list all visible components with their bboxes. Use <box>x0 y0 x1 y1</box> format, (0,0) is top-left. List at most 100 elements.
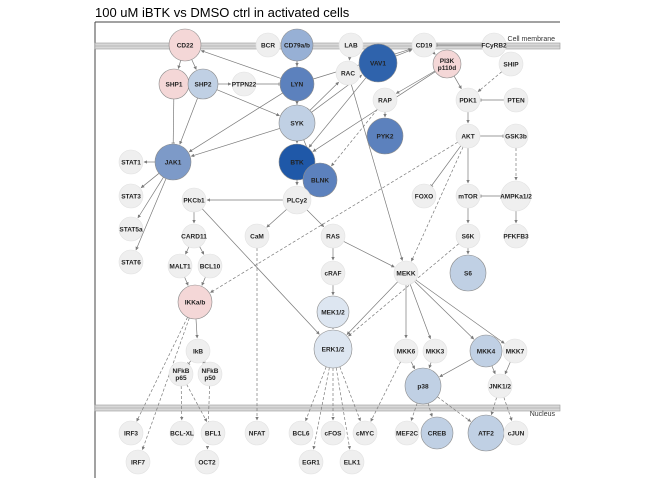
node-circle <box>181 223 207 249</box>
node-akt: AKT <box>455 123 481 149</box>
edge-pi3k-to-rap <box>395 70 436 94</box>
node-circle <box>154 143 192 181</box>
node-label: OCT2 <box>198 459 216 466</box>
node-pten: PTEN <box>503 87 529 113</box>
node-mekk: MEKK <box>393 260 419 286</box>
node-circle <box>455 183 481 209</box>
edge-mekk-to-erk12 <box>346 281 398 335</box>
node-label: MEK1/2 <box>321 309 345 316</box>
edge-ikkab-to-irf7 <box>141 317 190 451</box>
node-stat5a: STAT5a <box>118 216 144 242</box>
node-ikkab: IKKa/b <box>177 284 213 320</box>
edge-plcy2-to-cam <box>266 209 287 228</box>
node-label: S6 <box>464 270 472 277</box>
node-circle <box>503 123 529 149</box>
node-circle <box>487 373 513 399</box>
node-circle <box>118 420 144 446</box>
node-s6: S6 <box>449 254 487 292</box>
node-bcr: BCR <box>255 32 281 58</box>
edge-mekk-to-mkk4 <box>414 281 475 340</box>
node-label: SHIP <box>503 61 519 68</box>
node-ptpn22: PTPN22 <box>231 71 257 97</box>
node-label: RAP <box>378 97 392 104</box>
node-circle <box>181 187 207 213</box>
edge-card11-to-malt1 <box>185 246 190 255</box>
node-pfkfb3: PFKFB3 <box>503 223 529 249</box>
node-circle <box>500 180 532 212</box>
node-circle <box>278 104 316 142</box>
edge-bcl10-to-ikkab <box>201 276 206 286</box>
edge-cd19-to-pi3k <box>431 51 436 55</box>
edge-erk12-to-egr1 <box>312 367 330 450</box>
node-bcl10: BCL10 <box>197 253 223 279</box>
edge-pkcb1-to-erk12 <box>201 208 320 335</box>
node-rap: RAP <box>372 87 398 113</box>
node-circle <box>320 223 346 249</box>
node-label: JAK1 <box>165 159 182 166</box>
node-cjun: cJUN <box>503 420 529 446</box>
node-label: PFKFB3 <box>503 233 529 240</box>
node-ikb: IkB <box>185 338 211 364</box>
edge-ras-to-mekk <box>343 241 395 268</box>
node-irf7: IRF7 <box>125 449 151 475</box>
node-circle <box>118 149 144 175</box>
node-circle <box>358 43 398 83</box>
edge-mkk4-to-jnk12 <box>491 365 496 375</box>
edge-p38-to-mef2c <box>410 402 418 422</box>
node-label: LAB <box>344 42 358 49</box>
node-label: BTK <box>290 159 304 166</box>
node-circle <box>244 420 270 446</box>
node-label: IKKa/b <box>185 299 206 306</box>
node-mef2c: MEF2C <box>394 420 420 446</box>
node-malt1: MALT1 <box>167 253 193 279</box>
node-circle <box>503 420 529 446</box>
node-mtor: mTOR <box>455 183 481 209</box>
node-circle <box>432 49 462 79</box>
node-mkk3: MKK3 <box>422 338 448 364</box>
node-label: RAC <box>341 70 355 77</box>
node-circle <box>280 28 314 62</box>
node-mkk7: MKK7 <box>502 338 528 364</box>
node-circle <box>411 183 437 209</box>
node-label: NFkB p50 <box>202 368 219 382</box>
edge-mkk6-to-cmyc <box>370 361 401 422</box>
edge-jak1-to-stat3 <box>140 173 160 189</box>
node-circle <box>335 60 361 86</box>
node-circle <box>455 223 481 249</box>
node-label: MKK6 <box>397 348 416 355</box>
node-circle <box>194 449 220 475</box>
node-stat6: STAT6 <box>118 249 144 275</box>
node-label: PTEN <box>507 97 525 104</box>
edge-mkk6-to-p38 <box>410 361 416 370</box>
node-cfos: cFOS <box>320 420 346 446</box>
node-label: BLNK <box>311 177 329 184</box>
edge-mekk-to-mkk7 <box>415 279 505 344</box>
node-mek12: MEK1/2 <box>316 295 350 329</box>
edge-erk12-to-elk1 <box>335 367 352 450</box>
node-circle <box>404 367 442 405</box>
node-label: MEKK <box>396 270 415 277</box>
node-label: CARD11 <box>181 233 207 240</box>
node-circle <box>118 249 144 275</box>
node-circle <box>352 420 378 446</box>
node-oct2: OCT2 <box>194 449 220 475</box>
node-label: BCL10 <box>200 263 221 270</box>
node-s6k: S6K <box>455 223 481 249</box>
node-p38: p38 <box>404 367 442 405</box>
node-circle <box>118 216 144 242</box>
node-jnk12: JNK1/2 <box>487 373 513 399</box>
node-syk: SYK <box>278 104 316 142</box>
node-circle <box>339 449 365 475</box>
node-vav1: VAV1 <box>358 43 398 83</box>
node-nfkbp50: NFkB p50 <box>197 361 223 387</box>
node-label: VAV1 <box>370 60 386 67</box>
node-label: IkB <box>193 348 203 355</box>
node-label: STAT6 <box>121 259 141 266</box>
node-circle <box>372 87 398 113</box>
node-circle <box>338 32 364 58</box>
edge-akt-to-mekk <box>411 146 464 262</box>
edge-akt-to-ikkab <box>210 141 458 293</box>
node-label: RAS <box>326 233 340 240</box>
edge-nfkbp65-to-bfl1 <box>186 384 208 422</box>
node-circle <box>187 68 219 100</box>
